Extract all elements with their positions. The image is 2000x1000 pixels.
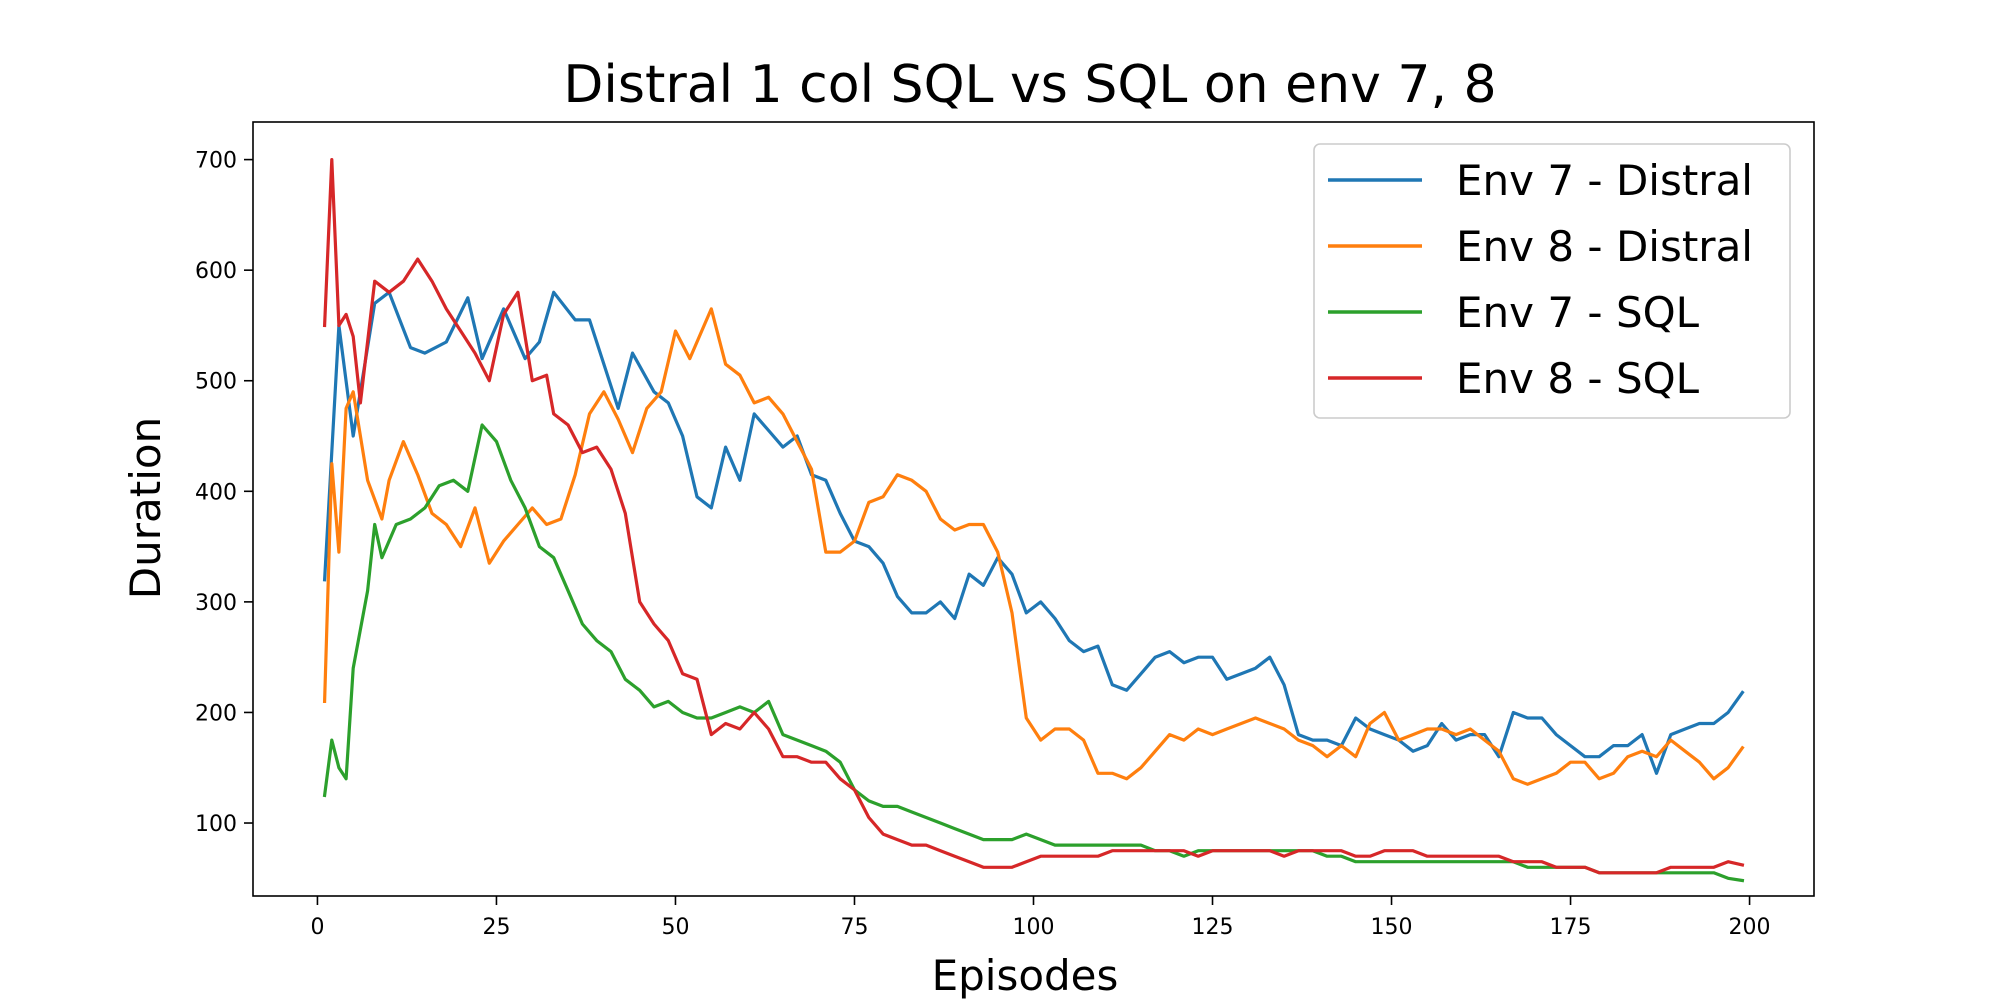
x-tick-label: 50 [661,915,689,940]
x-tick-label: 175 [1550,915,1592,940]
x-tick-label: 100 [1013,915,1055,940]
y-tick-label: 700 [195,149,237,174]
y-axis-title: Duration [121,417,170,599]
legend-label-2: Env 8 - Distral [1456,222,1753,271]
x-tick-label: 150 [1371,915,1413,940]
legend-box [1313,143,1791,419]
x-tick-label: 75 [840,915,868,940]
legend-label-4: Env 8 - SQL [1456,354,1700,403]
x-axis-title: Episodes [932,951,1119,1000]
series-line-1 [322,290,1745,775]
y-tick-label: 600 [195,259,237,284]
x-tick-label: 200 [1729,915,1771,940]
x-tick-label: 125 [1192,915,1234,940]
x-tick-label: 0 [310,915,324,940]
y-tick-label: 500 [195,370,237,395]
plot-lines [322,158,1745,883]
y-tick-label: 300 [195,591,237,616]
x-axis: 0 25 50 75 100 125 150 175 200 [310,896,1771,940]
y-tick-label: 200 [195,701,237,726]
series-line-2 [322,307,1745,786]
y-tick-label: 100 [195,812,237,837]
x-tick-label: 25 [482,915,510,940]
legend-label-3: Env 7 - SQL [1456,288,1700,337]
legend-label-1: Env 7 - Distral [1456,156,1753,205]
chart-title: Distral 1 col SQL vs SQL on env 7, 8 [563,55,1496,115]
y-tick-label: 400 [195,480,237,505]
legend: Env 7 - Distral Env 8 - Distral Env 7 - SQ… [1313,143,1791,419]
series-line-3 [322,423,1745,883]
series-line-4 [322,158,1745,875]
y-axis: 100 200 300 400 500 600 700 [195,149,253,837]
